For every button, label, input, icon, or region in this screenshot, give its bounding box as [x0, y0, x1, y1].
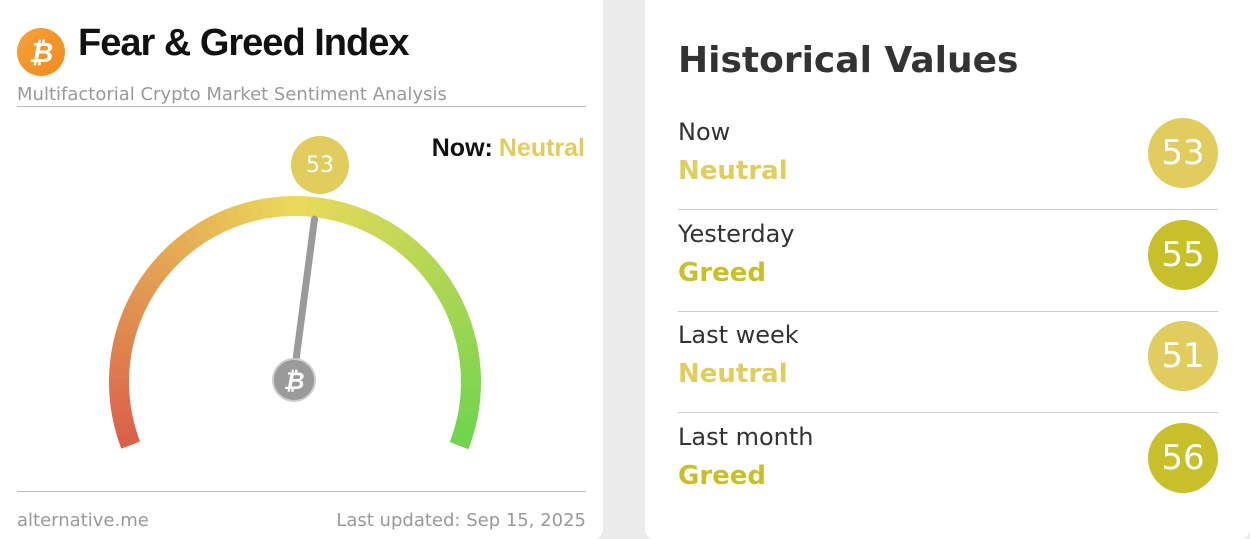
bitcoin-icon: ₿ [17, 28, 65, 76]
page-title: Fear & Greed Index [78, 22, 409, 64]
gauge-segment [456, 410, 479, 427]
divider [17, 491, 586, 492]
gauge-segment [459, 389, 481, 403]
gauge-segment [117, 430, 141, 449]
gauge-segment [164, 240, 188, 264]
gauge-segment [114, 420, 137, 438]
gauge-segment [357, 209, 377, 233]
gauge-segment [394, 233, 417, 257]
row-classification: Greed [678, 257, 767, 288]
gauge-segment [183, 226, 205, 250]
gauge-segment [129, 286, 153, 307]
gauge-segment [326, 199, 344, 222]
gauge-segment [451, 319, 474, 337]
gauge-segment [386, 226, 408, 250]
gauge-segment [437, 286, 461, 307]
gauge-segment [109, 388, 130, 403]
row-label: Last month [678, 422, 814, 451]
gauge-hub [272, 358, 316, 402]
gauge-segment [411, 249, 434, 272]
row-classification: Neutral [678, 156, 788, 186]
gauge-segment [192, 219, 214, 244]
now-status: Now: Neutral [432, 134, 585, 163]
divider [678, 412, 1218, 413]
gauge-segment [347, 205, 366, 229]
row-value-circle: 56 [1148, 422, 1218, 493]
divider [678, 209, 1218, 210]
gauge-segment [111, 341, 133, 358]
gauge-segment [457, 342, 479, 358]
gauge-segment [224, 205, 243, 229]
row-label: Now [678, 118, 731, 146]
gauge-segment [425, 266, 449, 289]
gauge-segment [109, 365, 130, 379]
bitcoin-icon: ₿ [283, 367, 304, 395]
historical-row: Now Neutral 53 [678, 108, 1218, 210]
historical-row: Yesterday Greed 55 [678, 210, 1218, 312]
gauge-segment [376, 220, 398, 244]
gauge-needle [290, 215, 318, 379]
row-label: Last week [678, 321, 799, 349]
fear-greed-card: ₿ Fear & Greed Index Multifactorial Cryp… [0, 0, 603, 539]
gauge: ₿ [109, 195, 481, 450]
gauge-segment [418, 257, 442, 280]
gauge-segment [316, 197, 332, 220]
gauge-segment [367, 214, 388, 238]
gauge-segment [447, 308, 471, 327]
gauge-segment [113, 330, 136, 347]
gauge-segment [124, 296, 148, 317]
gauge-segment [213, 209, 233, 233]
gauge-segment [173, 233, 196, 257]
historical-row: Last month Greed 56 [678, 413, 1218, 515]
gauge-segment [116, 318, 139, 337]
value-bubble: 53 [291, 136, 349, 194]
gauge-segment [403, 240, 426, 264]
historical-row: Last week Neutral 51 [678, 311, 1218, 413]
gauge-segment [141, 266, 165, 289]
gauge-segment [458, 399, 480, 415]
historical-values-card: Historical Values Now Neutral 53 Yesterd… [645, 0, 1250, 539]
source-link[interactable]: alternative.me [17, 510, 149, 531]
now-label: Now: [431, 134, 493, 162]
gauge-segment [460, 366, 481, 380]
gauge-segment [442, 297, 466, 317]
row-classification: Greed [678, 460, 767, 491]
row-classification: Neutral [678, 359, 788, 389]
gauge-segment [148, 257, 172, 280]
now-classification: Neutral [498, 134, 585, 162]
gauge-segment [203, 214, 224, 238]
gauge-segment [431, 276, 456, 298]
row-value-circle: 51 [1148, 321, 1218, 391]
gauge-segment [305, 196, 320, 218]
gauge-segment [156, 248, 180, 272]
row-value-circle: 53 [1148, 118, 1218, 188]
gauge-segment [454, 330, 477, 348]
gauge-segment [235, 202, 254, 225]
gauge-segment [449, 431, 473, 450]
subtitle: Multifactorial Crypto Market Sentiment A… [17, 84, 447, 105]
row-label: Yesterday [678, 219, 795, 248]
gauge-segment [271, 196, 285, 218]
divider [678, 310, 1218, 312]
historical-title: Historical Values [678, 40, 1019, 81]
gauge-arc [109, 195, 481, 450]
gauge-segment [119, 307, 143, 327]
gauge-segment [259, 197, 275, 220]
divider [17, 106, 586, 107]
gauge-segment [111, 409, 134, 426]
gauge-segment [337, 202, 355, 225]
gauge-segment [247, 199, 264, 222]
row-value-circle: 55 [1148, 219, 1218, 290]
gauge-segment [109, 353, 131, 368]
last-updated: Last updated: Sep 15, 2025 [336, 510, 586, 531]
gauge-segment [135, 276, 159, 298]
gauge-segment [459, 354, 481, 369]
gauge-segment [453, 420, 476, 438]
gauge-segment [110, 399, 132, 414]
